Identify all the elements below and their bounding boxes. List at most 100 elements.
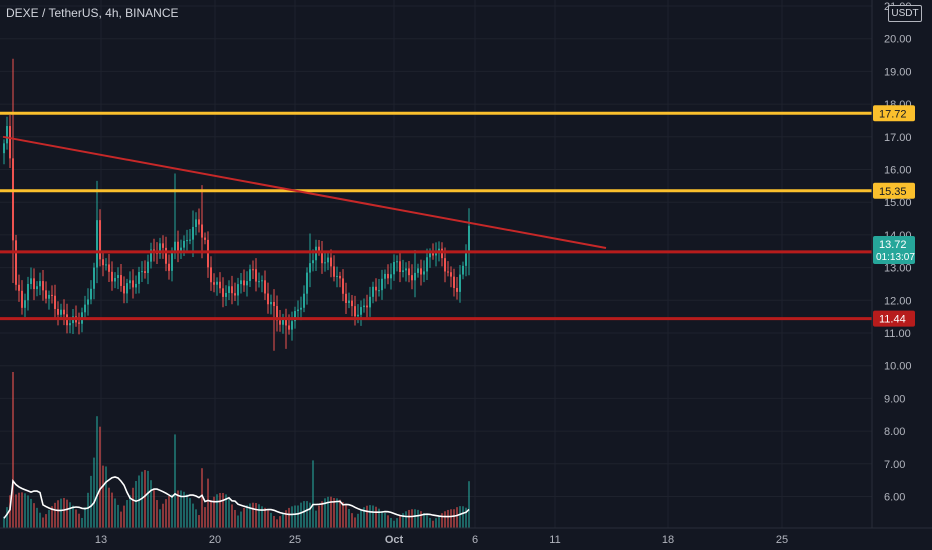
candle-body — [174, 241, 176, 252]
volume-bar — [351, 513, 353, 528]
candle-body — [213, 282, 215, 285]
volume-bar — [318, 505, 320, 528]
candle-body — [270, 301, 272, 305]
volume-bar — [312, 460, 314, 528]
volume-bar — [21, 492, 23, 528]
candle-body — [210, 267, 212, 283]
volume-bar — [120, 511, 122, 528]
candle-body — [171, 251, 173, 271]
volume-bar — [360, 510, 362, 528]
horizontal-levels[interactable] — [0, 111, 872, 321]
candle-body — [402, 270, 404, 272]
time-tick-20: 20 — [209, 534, 221, 546]
volume-bar — [348, 508, 350, 528]
volume-bar — [237, 515, 239, 528]
volume-bar — [450, 509, 452, 528]
candle-body — [411, 275, 413, 281]
volume-bar — [285, 510, 287, 528]
candle-body — [168, 263, 170, 271]
volume-bar — [342, 502, 344, 528]
candle-body — [18, 284, 20, 291]
volume-bar — [402, 513, 404, 528]
candlesticks — [3, 58, 470, 351]
candle-body — [303, 293, 305, 308]
candle-body — [387, 273, 389, 279]
candle-body — [186, 240, 188, 242]
candle-body — [294, 311, 296, 322]
volume-bar — [33, 503, 35, 528]
trendline[interactable] — [2, 135, 607, 249]
volume-bar — [138, 475, 140, 528]
candle-body — [216, 281, 218, 285]
volume-bar — [108, 487, 110, 528]
volume-bar — [207, 478, 209, 528]
price-tick-20.00: 20.00 — [884, 34, 912, 46]
candle-body — [306, 272, 308, 294]
candle-body — [297, 309, 299, 312]
candle-body — [258, 281, 260, 283]
candle-body — [177, 241, 179, 252]
volume-bar — [177, 490, 179, 528]
candle-body — [399, 261, 401, 272]
volume-bar — [270, 512, 272, 528]
candle-body — [420, 268, 422, 275]
volume-bar — [339, 499, 341, 528]
candle-body — [342, 278, 344, 294]
candle-body — [309, 263, 311, 273]
candle-body — [51, 294, 53, 296]
price-tick-7.00: 7.00 — [884, 459, 905, 471]
time-tick-6: 6 — [472, 534, 478, 546]
candle-body — [345, 293, 347, 304]
volume-bar — [147, 470, 149, 528]
candle-body — [204, 237, 206, 240]
trendline-segment — [2, 135, 607, 249]
volume-bar — [363, 507, 365, 528]
time-axis-panel[interactable] — [0, 528, 872, 550]
volume-bar — [324, 498, 326, 528]
volume-bar — [96, 416, 98, 528]
volume-bar — [168, 496, 170, 528]
volume-bar — [174, 434, 176, 528]
volume-bar — [156, 500, 158, 528]
candle-body — [417, 268, 419, 273]
candle-body — [189, 239, 191, 241]
volume-bar — [165, 499, 167, 528]
candle-body — [225, 292, 227, 297]
candle-body — [9, 126, 11, 159]
currency-button[interactable]: USDT — [888, 5, 922, 22]
volume-bar — [465, 507, 467, 528]
candle-body — [414, 272, 416, 281]
candle-body — [6, 126, 8, 144]
volume-bar — [225, 494, 227, 528]
volume-bar — [90, 475, 92, 528]
candle-body — [390, 274, 392, 279]
volume-bar — [411, 509, 413, 528]
volume-bar — [117, 504, 119, 528]
candle-body — [405, 268, 407, 271]
price-tick-9.00: 9.00 — [884, 393, 905, 405]
candle-body — [111, 271, 113, 282]
candle-body — [126, 283, 128, 294]
volume-bar — [246, 505, 248, 528]
volume-bar — [276, 519, 278, 528]
candle-body — [27, 283, 29, 301]
candle-body — [165, 247, 167, 264]
volume-bar — [453, 509, 455, 528]
candle-body — [228, 286, 230, 293]
candle-body — [138, 272, 140, 284]
time-tick-Oct: Oct — [385, 534, 404, 546]
volume-bar — [186, 494, 188, 528]
candle-body — [348, 300, 350, 304]
candle-body — [33, 278, 35, 290]
candle-body — [15, 240, 17, 285]
volume-bar — [12, 372, 14, 528]
candle-body — [3, 143, 5, 154]
candle-body — [408, 268, 410, 276]
candle-body — [99, 220, 101, 260]
candle-body — [141, 271, 143, 273]
candle-body — [78, 322, 80, 324]
candle-body — [435, 253, 437, 256]
volume-bar — [51, 506, 53, 528]
volume-bar — [255, 502, 257, 528]
